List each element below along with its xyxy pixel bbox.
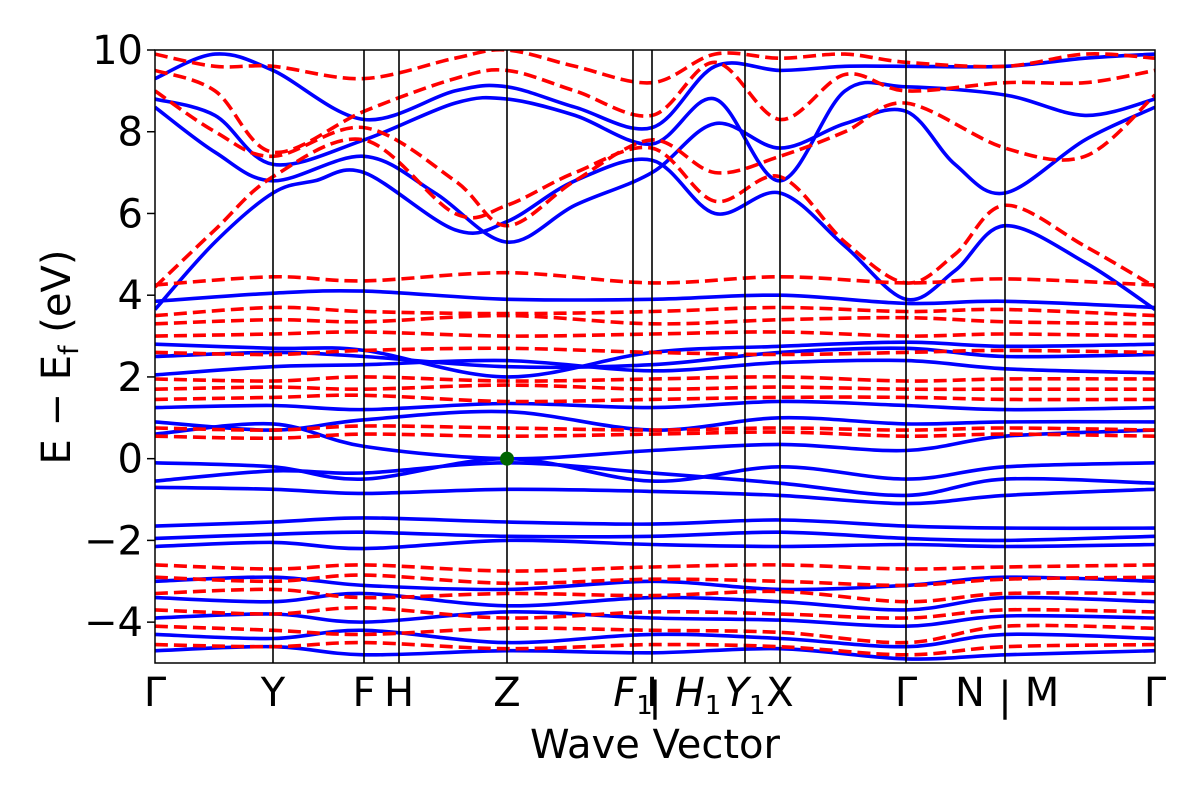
x-axis: Γ Y F H Z F1I| H1 Y1 X Γ N | M Γ xyxy=(144,670,1167,721)
band-spin-up-20 xyxy=(155,80,1155,183)
kpoint-label: N xyxy=(955,670,985,716)
kpoint-label: Γ xyxy=(144,670,167,716)
kpoint-label: Γ xyxy=(895,670,918,716)
y-tick-label: 0 xyxy=(118,437,143,483)
y-tick-label: 10 xyxy=(92,28,143,74)
y-tick-label: −4 xyxy=(84,600,143,646)
kpoint-label: Y1 xyxy=(725,670,766,721)
y-tick-label: 6 xyxy=(118,191,143,237)
band-spin-up-19 xyxy=(155,105,1155,244)
y-tick-label: 8 xyxy=(118,110,143,156)
kpoint-label: X xyxy=(766,670,793,716)
kpoint-label: H xyxy=(384,670,414,716)
y-tick-label: −2 xyxy=(84,518,143,564)
kpoint-label: | xyxy=(998,674,1011,720)
kpoint-label: F1 xyxy=(613,670,653,721)
kpoint-label: | xyxy=(648,674,661,720)
kpoint-label: M xyxy=(1025,670,1060,716)
y-tick-label: 4 xyxy=(118,273,143,319)
plot-frame xyxy=(154,49,1156,664)
fermi-marker xyxy=(500,451,514,466)
band-spin-down-38 xyxy=(155,137,1155,289)
kpoint-label: I xyxy=(646,670,658,716)
y-tick-label: 2 xyxy=(118,355,143,401)
x-axis-label: Wave Vector xyxy=(530,722,781,768)
kpoint-label: Y xyxy=(260,670,286,716)
y-axis-label: E − Ef (eV) xyxy=(34,250,85,465)
kpoint-label: F xyxy=(352,670,375,716)
kpoint-label: H1 xyxy=(675,670,722,721)
kpoint-lines xyxy=(272,50,1006,663)
kpoint-label: Z xyxy=(493,670,520,716)
y-axis: −4 −2 0 2 4 6 8 10 xyxy=(84,28,155,646)
kpoint-label: Γ xyxy=(1144,670,1167,716)
